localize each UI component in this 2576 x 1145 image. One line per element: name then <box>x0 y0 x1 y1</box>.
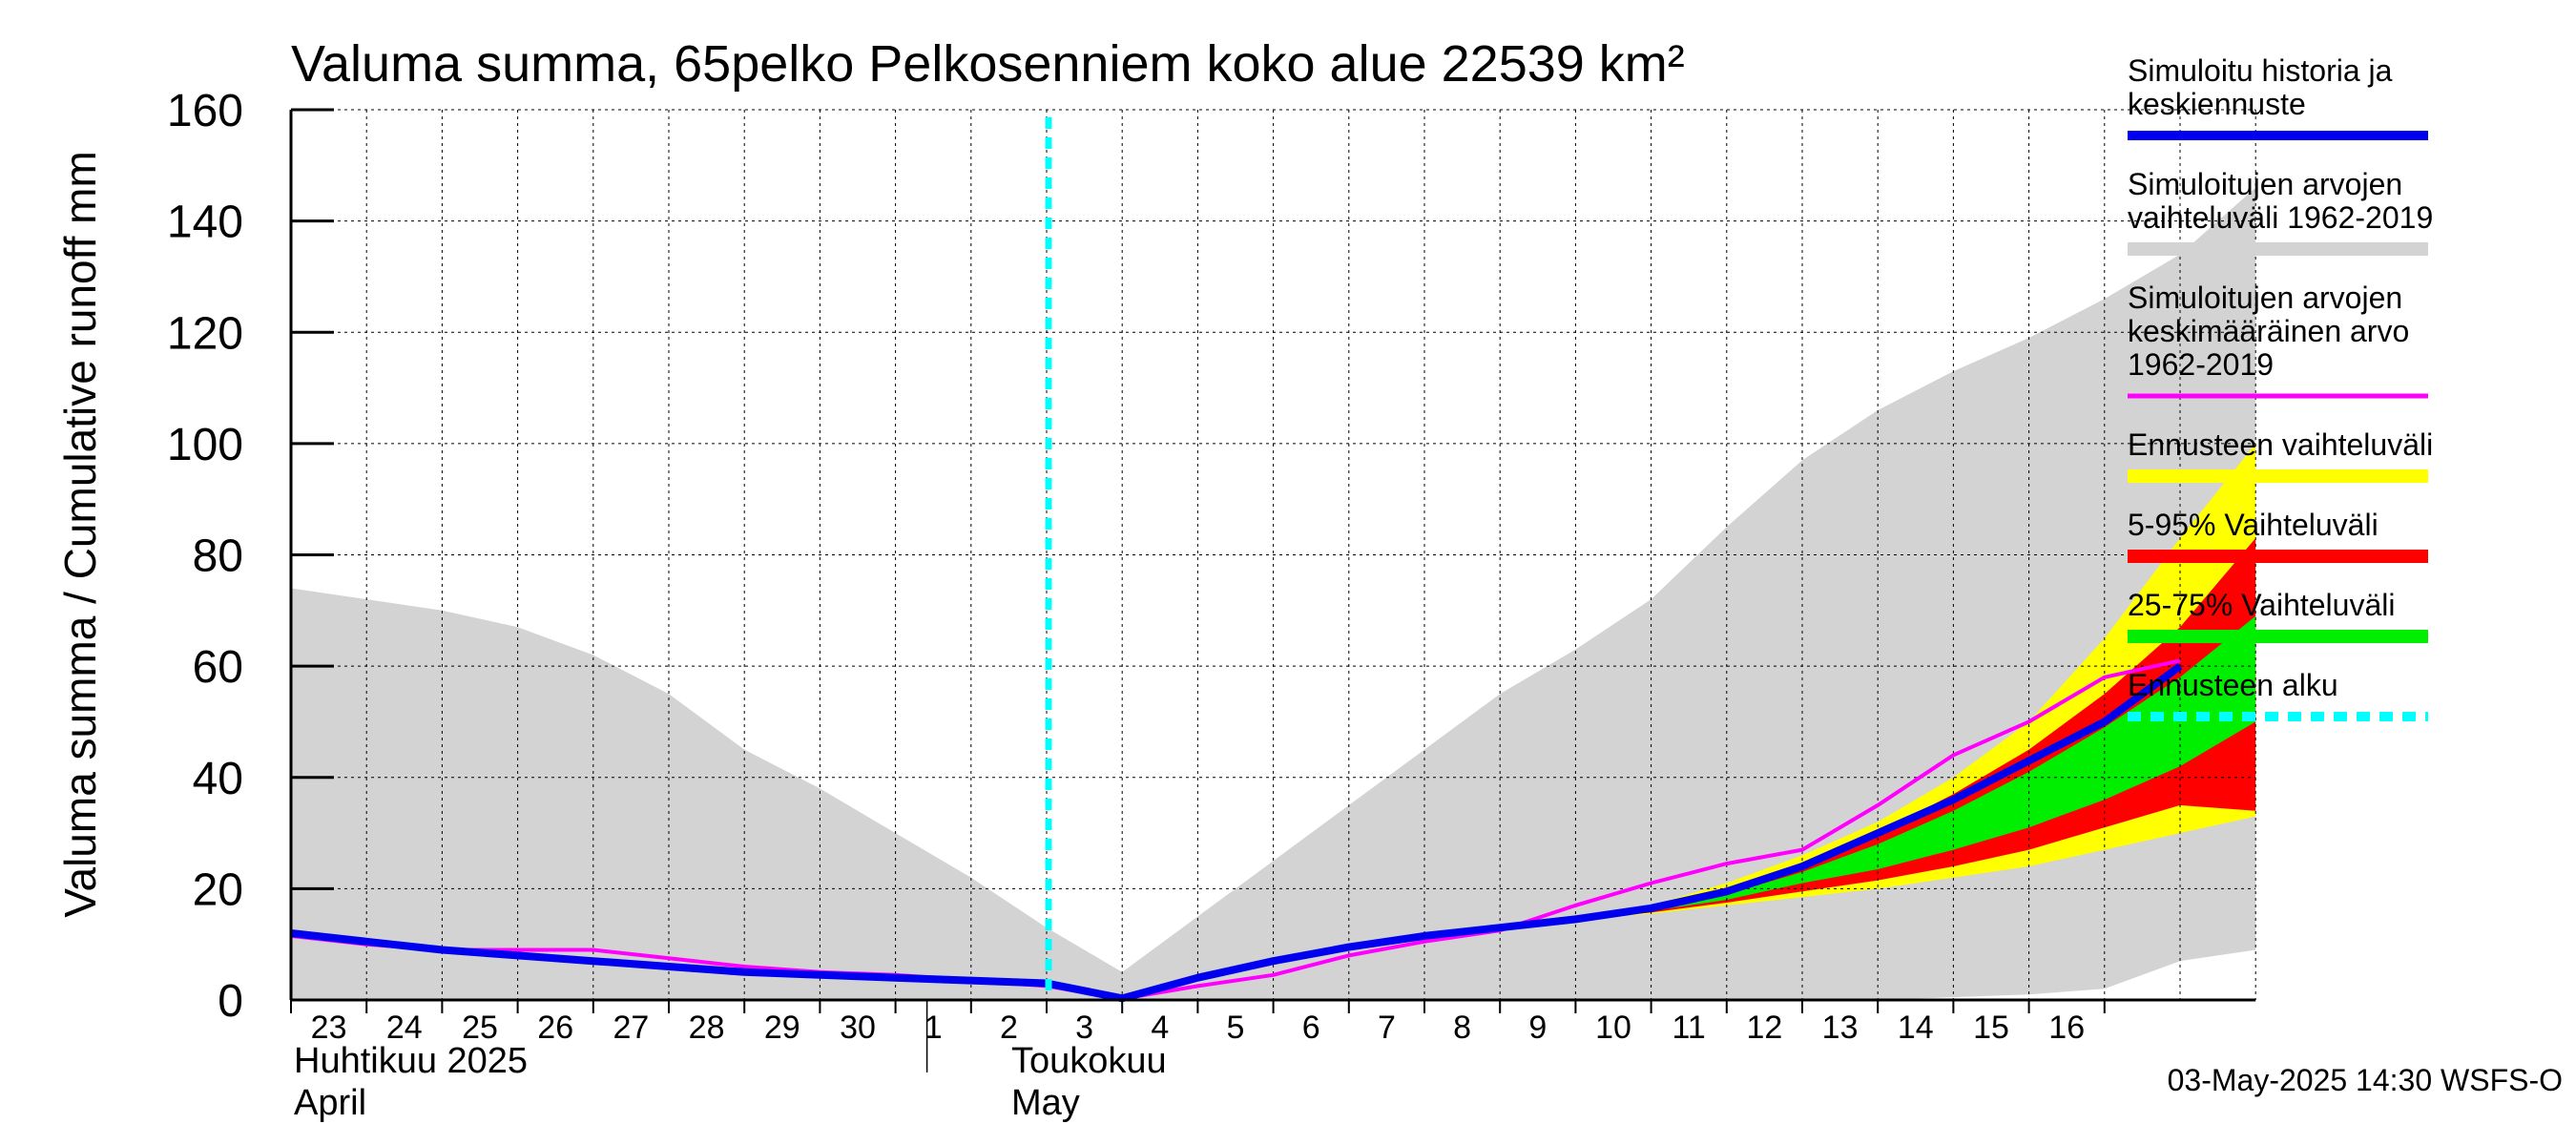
x-tick-label: 2 <box>1000 1010 1018 1046</box>
legend-label: 5-95% Vaihteluväli <box>2128 508 2379 542</box>
legend-label: keskimääräinen arvo <box>2128 314 2409 348</box>
x-tick-label: 24 <box>386 1010 423 1046</box>
legend-label: vaihteluväli 1962-2019 <box>2128 200 2433 235</box>
line-series-5 <box>290 662 2183 1003</box>
y-tick-label: 20 <box>193 864 243 915</box>
band-series-2 <box>1575 538 2256 920</box>
x-tick-label: 25 <box>462 1010 498 1046</box>
legend-label: Simuloitujen arvojen <box>2128 167 2402 201</box>
x-tick-label: 4 <box>1151 1010 1169 1046</box>
x-tick-label: 27 <box>613 1010 649 1046</box>
x-tick-label: 12 <box>1746 1010 1782 1046</box>
y-tick-label: 0 <box>218 976 243 1027</box>
month-label-en: May <box>1011 1083 1080 1123</box>
month-label: Toukokuu <box>1011 1041 1167 1081</box>
x-tick-label: 29 <box>764 1010 800 1046</box>
y-tick-label: 140 <box>167 198 243 248</box>
x-tick-label: 15 <box>1973 1010 2009 1046</box>
line-series-4 <box>290 658 2181 1001</box>
y-tick-label: 40 <box>193 754 243 804</box>
x-tick-label: 10 <box>1595 1010 1631 1046</box>
x-tick-label: 5 <box>1227 1010 1245 1046</box>
x-tick-label: 9 <box>1528 1010 1547 1046</box>
chart-title: Valuma summa, 65pelko Pelkosenniem koko … <box>291 35 1685 93</box>
legend-label: Simuloitu historia ja <box>2128 53 2393 88</box>
x-tick-label: 23 <box>311 1010 347 1046</box>
month-label-en: April <box>294 1083 366 1123</box>
x-tick-label: 7 <box>1378 1010 1396 1046</box>
y-tick-label: 120 <box>167 308 243 359</box>
legend-label: keskiennuste <box>2128 87 2306 121</box>
band-series-0 <box>291 187 2256 1001</box>
y-tick-label: 100 <box>167 420 243 470</box>
x-tick-label: 14 <box>1898 1010 1934 1046</box>
legend-label: 25-75% Vaihteluväli <box>2128 588 2395 622</box>
x-tick-label: 13 <box>1822 1010 1859 1046</box>
x-tick-label: 1 <box>924 1010 943 1046</box>
legend-label: 1962-2019 <box>2128 347 2274 382</box>
x-tick-label: 28 <box>689 1010 725 1046</box>
legend-label: Ennusteen alku <box>2128 668 2338 702</box>
month-label: Huhtikuu 2025 <box>294 1041 528 1081</box>
legend-label: Simuloitujen arvojen <box>2128 281 2402 315</box>
x-tick-label: 11 <box>1672 1010 1706 1046</box>
y-tick-label: 160 <box>167 86 243 136</box>
x-tick-label: 26 <box>537 1010 573 1046</box>
footer-timestamp: 03-May-2025 14:30 WSFS-O <box>2168 1063 2563 1097</box>
y-axis-label: Valuma summa / Cumulative runoff mm <box>55 151 105 918</box>
y-tick-label: 60 <box>193 642 243 693</box>
x-tick-label: 30 <box>840 1010 876 1046</box>
x-tick-label: 6 <box>1302 1010 1320 1046</box>
x-tick-label: 8 <box>1453 1010 1471 1046</box>
x-tick-label: 3 <box>1075 1010 1093 1046</box>
y-tick-label: 80 <box>193 531 243 582</box>
band-series-3 <box>1575 615 2256 920</box>
x-tick-label: 16 <box>2048 1010 2085 1046</box>
legend-label: Ennusteen vaihteluväli <box>2128 427 2433 462</box>
